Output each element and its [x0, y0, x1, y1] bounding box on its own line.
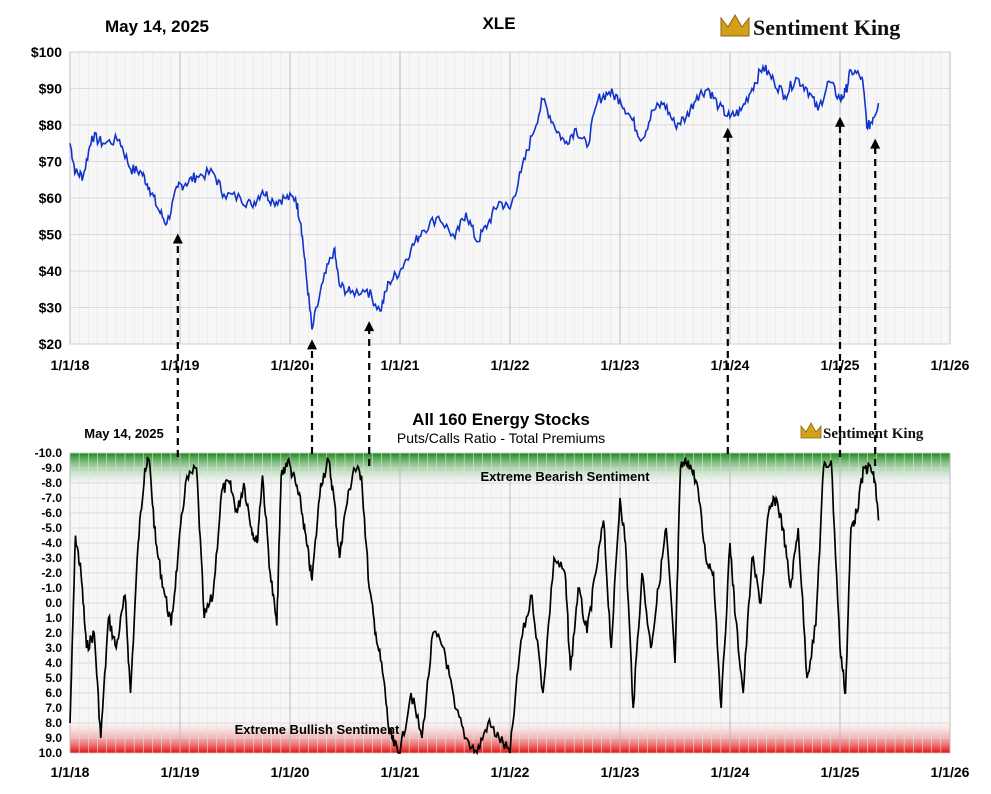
bottom-y-tick: 2.0	[45, 626, 62, 640]
bottom-y-tick: -3.0	[41, 551, 62, 565]
bottom-x-tick: 1/1/21	[381, 764, 420, 780]
arrow-head-icon	[870, 138, 881, 149]
bottom-y-tick: -8.0	[41, 476, 62, 490]
bottom-y-tick: -7.0	[41, 491, 62, 505]
top-ticker: XLE	[482, 14, 515, 33]
bottom-x-tick: 1/1/20	[271, 764, 310, 780]
crown-icon	[800, 422, 822, 439]
bottom-y-tick: 4.0	[45, 656, 62, 670]
top-y-tick: $40	[39, 263, 63, 279]
bottom-x-tick: 1/1/25	[821, 764, 860, 780]
arrow-head-icon	[364, 321, 375, 332]
bottom-y-tick: 3.0	[45, 641, 62, 655]
arrow-head-icon	[172, 233, 183, 244]
top-brand-text: Sentiment King	[753, 15, 900, 40]
bottom-y-tick: -4.0	[41, 536, 62, 550]
bottom-x-tick: 1/1/24	[711, 764, 750, 780]
top-x-tick: 1/1/26	[931, 357, 970, 373]
top-x-tick: 1/1/18	[51, 357, 90, 373]
put-call-ratio-line	[69, 456, 880, 756]
bottom-y-tick-labels: -10.0-9.0-8.0-7.0-6.0-5.0-4.0-3.0-2.0-1.…	[35, 446, 63, 760]
zone-label-bearish: Extreme Bearish Sentiment	[480, 469, 650, 484]
top-y-tick: $50	[39, 227, 63, 243]
bottom-grid	[69, 452, 951, 754]
bottom-x-tick-labels: 1/1/18 1/1/19 1/1/20 1/1/21 1/1/22 1/1/23 1/1/…	[51, 764, 970, 780]
bottom-x-tick: 1/1/18	[51, 764, 90, 780]
bottom-x-tick: 1/1/22	[491, 764, 530, 780]
bottom-y-tick: 1.0	[45, 611, 62, 625]
bottom-y-tick: -5.0	[41, 521, 62, 535]
top-y-tick: $60	[39, 190, 63, 206]
crown-icon	[720, 14, 750, 37]
bottom-title: All 160 Energy Stocks	[412, 410, 590, 429]
top-y-tick: $90	[39, 81, 63, 97]
bottom-y-tick: 6.0	[45, 686, 62, 700]
bottom-subtitle: Puts/Calls Ratio - Total Premiums	[397, 430, 605, 446]
top-x-tick: 1/1/22	[491, 357, 530, 373]
top-y-tick: $80	[39, 117, 63, 133]
top-x-tick: 1/1/24	[711, 357, 750, 373]
arrow-head-icon	[835, 116, 845, 127]
bottom-y-tick: 7.0	[45, 701, 62, 715]
bottom-y-tick: 10.0	[39, 746, 63, 760]
bottom-x-tick: 1/1/19	[161, 764, 200, 780]
bottom-x-tick: 1/1/23	[601, 764, 640, 780]
bottom-y-tick: 0.0	[45, 596, 62, 610]
top-x-tick: 1/1/25	[821, 357, 860, 373]
arrow-head-icon	[307, 339, 317, 350]
arrow-head-icon	[722, 127, 733, 138]
bottom-y-tick: 5.0	[45, 671, 62, 685]
top-y-tick: $100	[31, 44, 62, 60]
top-x-tick: 1/1/19	[161, 357, 200, 373]
top-y-tick: $70	[39, 154, 63, 170]
bottom-y-tick: -6.0	[41, 506, 62, 520]
bottom-y-tick: -10.0	[35, 446, 63, 460]
bottom-brand-logo: Sentiment King	[800, 422, 924, 442]
top-x-tick: 1/1/20	[271, 357, 310, 373]
top-y-tick-labels: $100 $90 $80 $70 $60 $50 $40 $30 $20	[31, 44, 62, 352]
bottom-y-tick: -1.0	[41, 581, 62, 595]
top-x-tick: 1/1/23	[601, 357, 640, 373]
top-y-tick: $20	[39, 336, 63, 352]
bottom-y-tick: -9.0	[41, 461, 62, 475]
top-x-tick-labels: 1/1/18 1/1/19 1/1/20 1/1/21 1/1/22 1/1/23 1/1/…	[51, 357, 970, 373]
top-date: May 14, 2025	[105, 17, 209, 36]
bottom-x-tick: 1/1/26	[931, 764, 970, 780]
xle-price-line	[69, 63, 880, 330]
bottom-y-tick: 9.0	[45, 731, 62, 745]
top-x-tick: 1/1/21	[381, 357, 420, 373]
bottom-y-tick: 8.0	[45, 716, 62, 730]
bottom-y-tick: -2.0	[41, 566, 62, 580]
zone-label-bullish: Extreme Bullish Sentiment	[235, 722, 400, 737]
signal-arrows	[172, 116, 881, 466]
top-brand-logo: Sentiment King	[720, 14, 900, 40]
bottom-date: May 14, 2025	[84, 426, 164, 441]
bottom-brand-text: Sentiment King	[823, 426, 924, 442]
top-y-tick: $30	[39, 300, 63, 316]
